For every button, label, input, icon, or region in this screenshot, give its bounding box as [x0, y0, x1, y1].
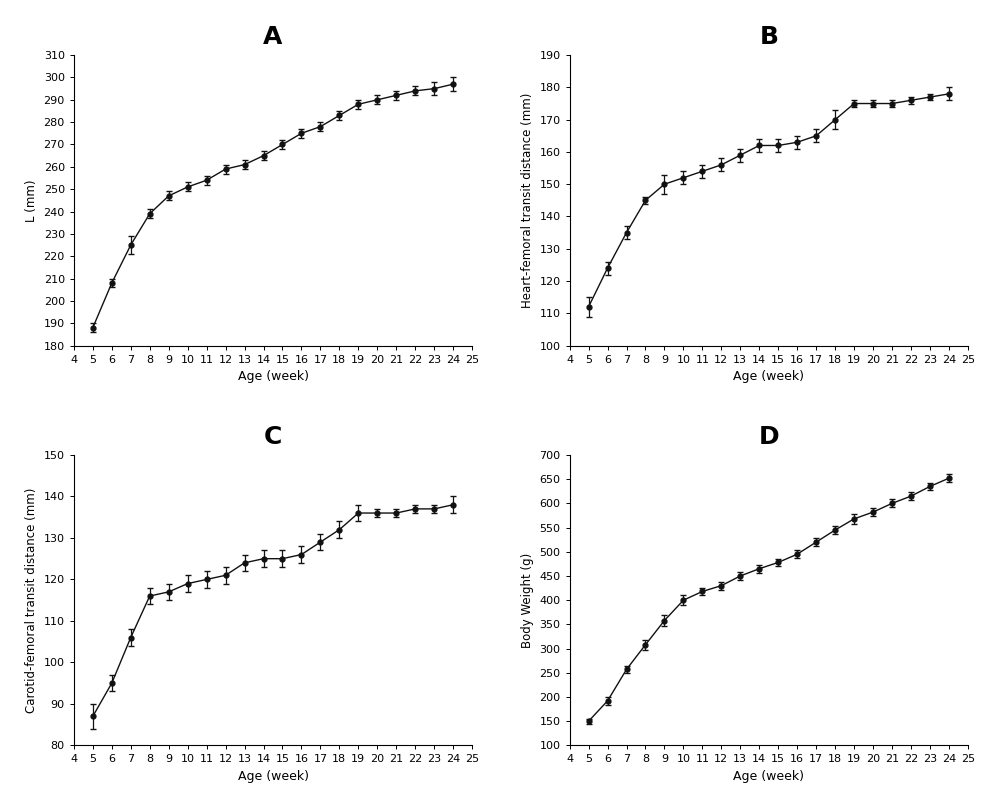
X-axis label: Age (week): Age (week)	[238, 370, 308, 383]
X-axis label: Age (week): Age (week)	[733, 770, 804, 783]
Title: C: C	[264, 425, 282, 448]
Y-axis label: Carotid-femoral transit distance (mm): Carotid-femoral transit distance (mm)	[25, 487, 38, 713]
Y-axis label: Heart-femoral transit distance (mm): Heart-femoral transit distance (mm)	[521, 93, 534, 308]
Y-axis label: L (mm): L (mm)	[25, 179, 38, 221]
X-axis label: Age (week): Age (week)	[238, 770, 308, 783]
Title: A: A	[263, 25, 283, 49]
Title: B: B	[759, 25, 778, 49]
Title: D: D	[758, 425, 779, 448]
X-axis label: Age (week): Age (week)	[733, 370, 804, 383]
Y-axis label: Body Weight (g): Body Weight (g)	[521, 553, 534, 648]
